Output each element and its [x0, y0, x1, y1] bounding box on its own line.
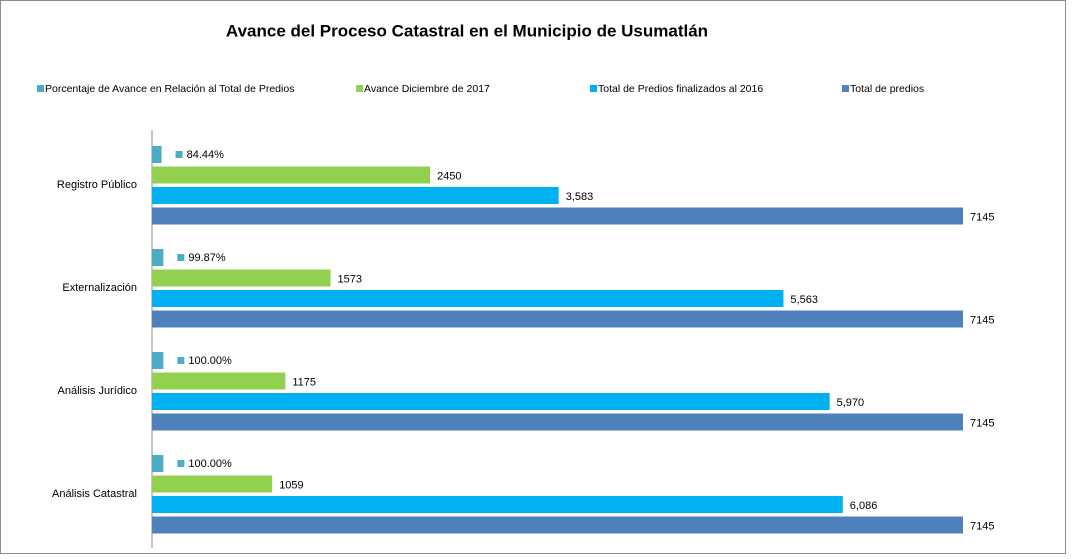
data-label: 7145	[970, 520, 994, 532]
data-label: 5,563	[790, 294, 818, 306]
data-label: 100.00%	[188, 355, 232, 367]
data-label: 2450	[437, 170, 461, 182]
y-tick-label: Análisis Jurídico	[58, 385, 137, 397]
bar	[152, 475, 273, 493]
data-label: 1059	[279, 479, 303, 491]
data-label: 5,970	[837, 397, 865, 409]
label-key	[177, 357, 185, 364]
bar	[152, 372, 286, 390]
y-tick-label: Externalización	[62, 282, 137, 294]
y-tick-label: Registro Público	[57, 179, 137, 191]
legend-label: Avance Diciembre de 2017	[364, 83, 490, 95]
data-label: 1573	[338, 273, 362, 285]
bar	[152, 310, 963, 328]
legend-label: Porcentaje de Avance en Relación al Tota…	[45, 83, 294, 95]
data-label: 7145	[970, 211, 994, 223]
bar	[152, 187, 559, 204]
bar	[152, 455, 164, 472]
label-key	[177, 254, 185, 261]
bar	[152, 413, 963, 431]
bar	[152, 249, 164, 266]
legend-swatch	[590, 85, 597, 92]
legend-label: Total de Predios finalizados al 2016	[598, 83, 763, 95]
bar	[152, 166, 431, 184]
data-label: 7145	[970, 314, 994, 326]
bar	[152, 496, 843, 513]
bar	[152, 352, 164, 369]
data-label: 3,583	[566, 191, 594, 203]
y-tick-label: Análisis Catastral	[52, 488, 137, 500]
data-label: 100.00%	[188, 458, 232, 470]
label-key	[175, 151, 183, 158]
bar	[152, 393, 830, 410]
data-label: 84.44%	[187, 149, 225, 161]
legend-label: Total de predios	[850, 83, 924, 95]
bar	[152, 516, 963, 534]
data-label: 6,086	[850, 500, 878, 512]
bar	[152, 290, 784, 307]
chart-title: Avance del Proceso Catastral en el Munic…	[226, 21, 708, 40]
legend-swatch	[37, 85, 44, 92]
legend-swatch	[842, 85, 849, 92]
data-label: 7145	[970, 417, 994, 429]
label-key	[177, 460, 185, 467]
bar	[152, 146, 162, 163]
bar	[152, 207, 963, 225]
data-label: 1175	[292, 376, 316, 388]
bar	[152, 269, 331, 287]
legend-swatch	[356, 85, 363, 92]
data-label: 99.87%	[188, 252, 226, 264]
